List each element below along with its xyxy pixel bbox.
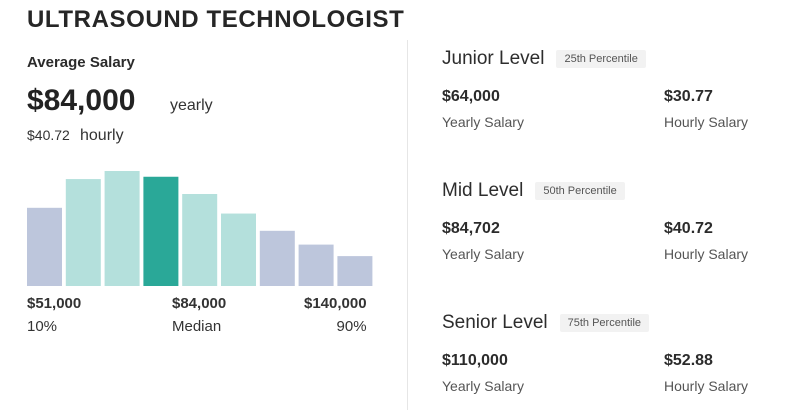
level-mid-yearly-value: $84,702	[442, 220, 500, 237]
percentile-90-label: 90%	[336, 318, 367, 335]
level-senior-name: Senior Level	[442, 312, 548, 333]
level-junior-name: Junior Level	[442, 48, 545, 69]
level-senior-yearly-value: $110,000	[442, 352, 508, 369]
salary-histogram	[27, 171, 373, 286]
level-mid-hourly-value: $40.72	[664, 220, 713, 237]
average-hourly-row: $40.72 hourly	[27, 127, 124, 145]
level-mid-hourly-label: Hourly Salary	[664, 246, 749, 262]
level-junior: Junior Level 25th Percentile $64,000 Yea…	[442, 48, 772, 134]
percentile-median-value: $84,000	[172, 295, 227, 312]
page-title: ULTRASOUND TECHNOLOGIST	[27, 6, 405, 33]
level-junior-percentile-badge: 25th Percentile	[556, 50, 646, 68]
hourly-unit-label: hourly	[80, 127, 124, 144]
histogram-bar-2	[65, 179, 101, 286]
level-junior-hourly-value: $30.77	[664, 88, 713, 105]
level-senior-hourly-value: $52.88	[664, 352, 713, 369]
histogram-bar-3	[104, 171, 140, 286]
percentile-10-label: 10%	[27, 318, 58, 335]
histogram-bar-4	[143, 176, 179, 286]
yearly-unit-label: yearly	[170, 97, 213, 114]
level-junior-yearly-label: Yearly Salary	[442, 114, 524, 130]
level-junior-yearly-value: $64,000	[442, 88, 500, 105]
histogram-bar-1	[27, 207, 62, 286]
average-salary-label: Average Salary	[27, 54, 135, 71]
level-mid: Mid Level 50th Percentile $84,702 Yearly…	[442, 180, 772, 266]
histogram-bar-9	[337, 256, 373, 286]
level-senior: Senior Level 75th Percentile $110,000 Ye…	[442, 312, 772, 398]
percentile-90-value: $140,000	[304, 295, 367, 312]
level-mid-percentile-badge: 50th Percentile	[535, 182, 625, 200]
level-junior-hourly-label: Hourly Salary	[664, 114, 749, 130]
percentile-90: $140,000 90%	[304, 295, 367, 335]
level-senior-hourly-label: Hourly Salary	[664, 378, 749, 394]
histogram-bar-8	[298, 244, 334, 286]
level-senior-percentile-badge: 75th Percentile	[559, 314, 650, 332]
histogram-bar-6	[221, 213, 256, 286]
level-mid-name: Mid Level	[442, 180, 524, 201]
percentile-median: $84,000 Median	[172, 295, 226, 335]
column-divider	[407, 40, 408, 410]
level-senior-yearly-label: Yearly Salary	[442, 378, 524, 394]
histogram-bar-7	[259, 230, 295, 286]
level-mid-yearly-label: Yearly Salary	[442, 246, 524, 262]
average-yearly-salary: $84,000	[27, 84, 136, 117]
percentile-10-value: $51,000	[27, 295, 82, 312]
percentile-10: $51,000 10%	[27, 295, 81, 335]
average-hourly-salary: $40.72	[27, 127, 70, 143]
histogram-bar-5	[182, 194, 218, 286]
percentile-median-label: Median	[172, 318, 222, 335]
